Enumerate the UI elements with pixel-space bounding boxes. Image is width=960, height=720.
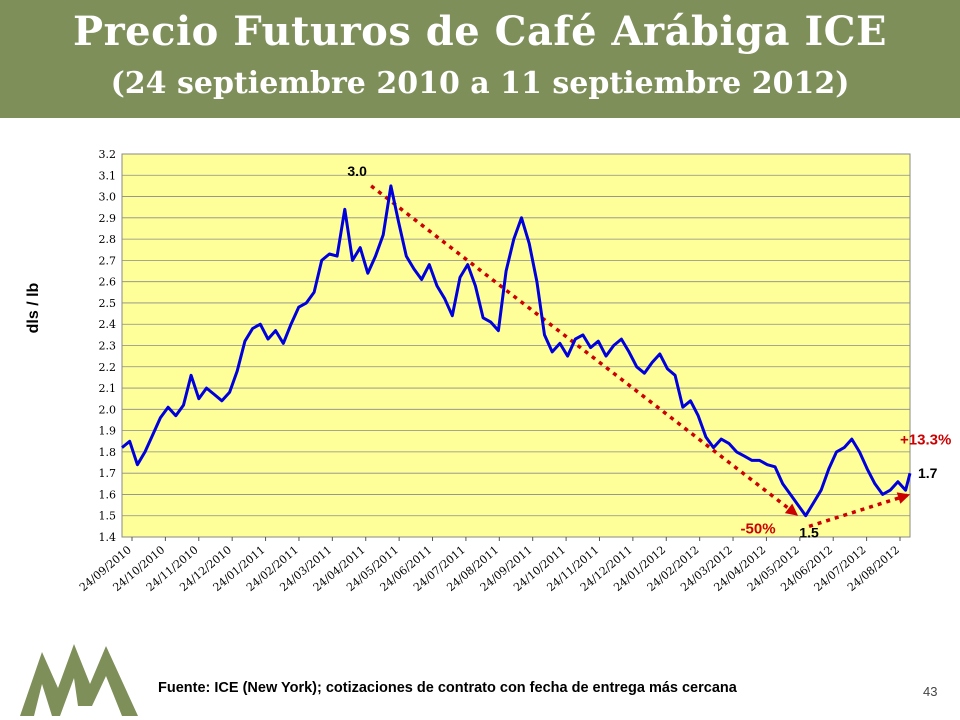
page-title: Precio Futuros de Café Arábiga ICE [72, 8, 887, 55]
y-tick-label: 1.5 [99, 510, 117, 523]
value-label: 3.0 [347, 163, 367, 179]
page-subtitle: (24 septiembre 2010 a 11 septiembre 2012… [110, 66, 850, 101]
y-axis-label: dls / lb [25, 282, 42, 333]
x-axis-ticks: 24/09/201024/10/201024/11/201024/12/2010… [77, 537, 902, 594]
annotation-labels: 3.0 1.5 1.7 -50% +13.3% [347, 163, 951, 541]
series-line [121, 184, 912, 518]
source-note: Fuente: ICE (New York); cotizaciones de … [158, 680, 737, 696]
y-tick-label: 2.1 [99, 382, 117, 395]
y-tick-label: 2.9 [99, 212, 117, 225]
price-line-chart: 1.4 1.5 1.6 1.7 1.8 1.9 2.0 2.1 2.2 2.3 2.4 2.5 2.6 2… [25, 148, 951, 594]
y-tick-label: 2.5 [99, 297, 117, 310]
y-tick-label: 1.7 [99, 467, 117, 480]
gridlines [122, 153, 910, 538]
change-label: -50% [741, 521, 776, 538]
y-axis-ticks: 1.4 1.5 1.6 1.7 1.8 1.9 2.0 2.1 2.2 2.3 2.4 2.5 2.6 2… [99, 148, 117, 544]
y-tick-label: 2.6 [99, 276, 117, 289]
y-tick-label: 2.4 [99, 318, 117, 331]
y-tick-label: 2.0 [99, 403, 117, 416]
annotations [370, 184, 911, 529]
y-tick-label: 1.8 [99, 446, 117, 459]
y-tick-label: 2.8 [99, 233, 117, 246]
trend-arrow-head [896, 492, 910, 504]
y-tick-label: 1.6 [99, 488, 117, 501]
value-label: 1.7 [918, 465, 938, 481]
organization-logo [20, 644, 138, 716]
change-label: +13.3% [900, 431, 951, 448]
y-tick-label: 3.2 [99, 148, 117, 161]
y-tick-label: 1.4 [99, 531, 117, 544]
y-tick-label: 3.1 [99, 169, 117, 182]
y-tick-label: 2.2 [99, 361, 117, 374]
value-label: 1.5 [799, 525, 819, 541]
y-tick-label: 1.9 [99, 425, 117, 438]
title-banner: Precio Futuros de Café Arábiga ICE (24 s… [0, 0, 960, 118]
page-number: 43 [923, 684, 938, 699]
y-tick-label: 3.0 [99, 191, 117, 204]
y-tick-label: 2.3 [99, 340, 117, 353]
y-tick-label: 2.7 [99, 254, 117, 267]
trend-arrow-head [784, 503, 799, 516]
